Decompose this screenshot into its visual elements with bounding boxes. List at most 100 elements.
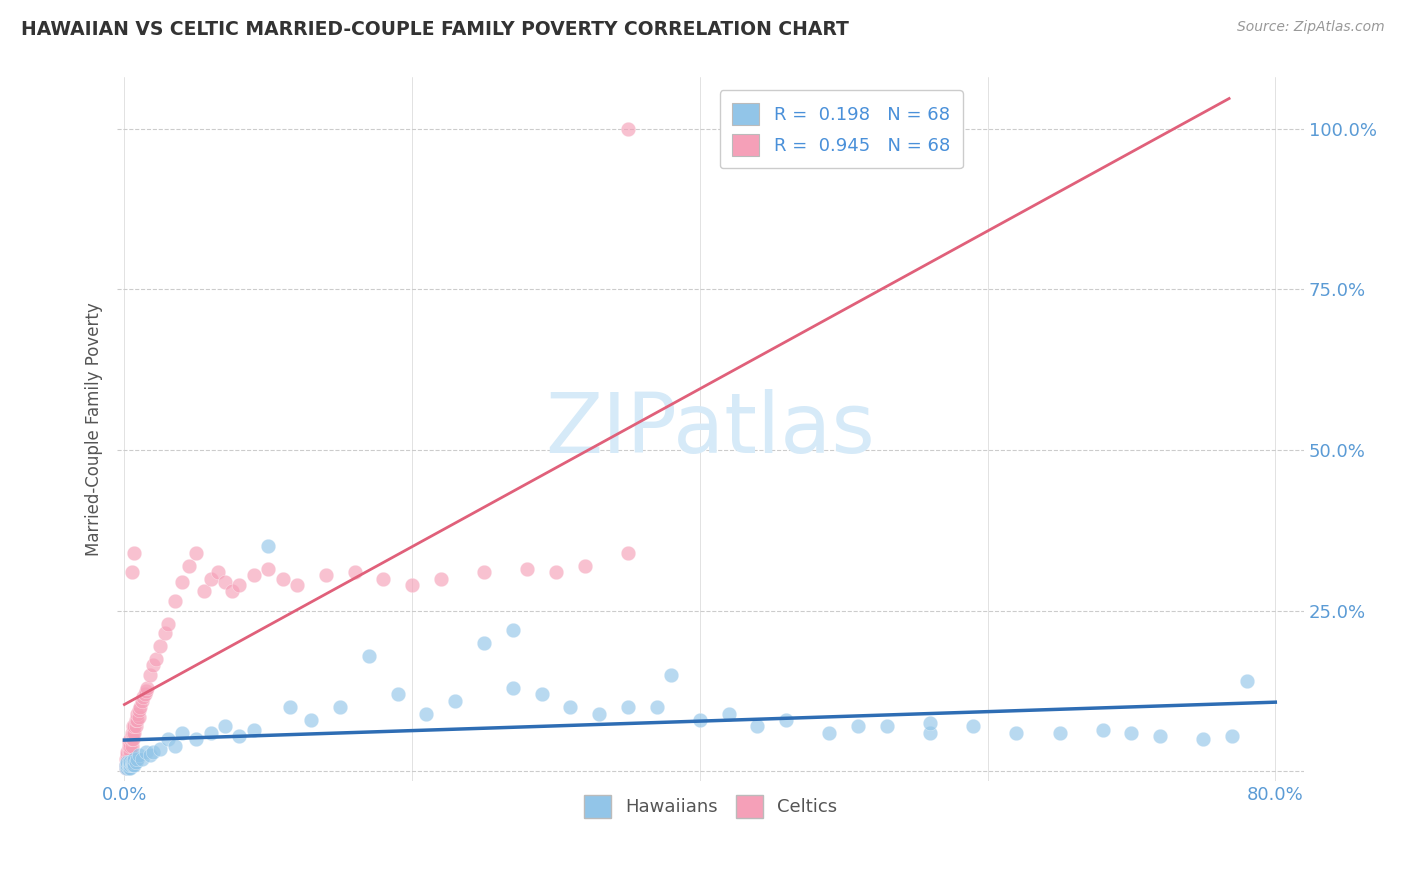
Point	[415, 706, 437, 721]
Point	[588, 706, 610, 721]
Point	[228, 578, 250, 592]
Point	[257, 540, 280, 554]
Point	[243, 568, 266, 582]
Point	[117, 761, 139, 775]
Point	[207, 565, 229, 579]
Text: Source: ZipAtlas.com: Source: ZipAtlas.com	[1237, 20, 1385, 34]
Point	[617, 700, 640, 714]
Point	[315, 568, 337, 582]
Point	[129, 700, 152, 714]
Text: HAWAIIAN VS CELTIC MARRIED-COUPLE FAMILY POVERTY CORRELATION CHART: HAWAIIAN VS CELTIC MARRIED-COUPLE FAMILY…	[21, 20, 849, 38]
Point	[1192, 732, 1215, 747]
Point	[918, 716, 941, 731]
Point	[118, 758, 141, 772]
Point	[818, 726, 841, 740]
Point	[775, 713, 797, 727]
Legend: Hawaiians, Celtics: Hawaiians, Celtics	[576, 789, 845, 825]
Point	[118, 735, 141, 749]
Point	[128, 703, 150, 717]
Point	[114, 751, 136, 765]
Point	[243, 723, 266, 737]
Point	[299, 713, 322, 727]
Point	[120, 758, 142, 772]
Point	[114, 761, 136, 775]
Point	[502, 681, 524, 695]
Point	[747, 719, 769, 733]
Point	[118, 742, 141, 756]
Point	[257, 562, 280, 576]
Point	[121, 726, 143, 740]
Point	[117, 748, 139, 763]
Point	[645, 700, 668, 714]
Point	[121, 755, 143, 769]
Point	[139, 668, 162, 682]
Point	[186, 546, 208, 560]
Point	[516, 562, 538, 576]
Point	[122, 758, 145, 772]
Text: ZIPatlas: ZIPatlas	[546, 389, 876, 470]
Point	[118, 755, 141, 769]
Point	[122, 732, 145, 747]
Point	[717, 706, 740, 721]
Point	[401, 578, 423, 592]
Point	[118, 751, 141, 765]
Point	[117, 745, 139, 759]
Point	[142, 745, 165, 759]
Point	[962, 719, 984, 733]
Point	[128, 710, 150, 724]
Point	[142, 658, 165, 673]
Point	[179, 558, 201, 573]
Point	[124, 546, 146, 560]
Point	[139, 748, 162, 763]
Point	[118, 748, 141, 763]
Point	[124, 719, 146, 733]
Point	[134, 687, 156, 701]
Point	[114, 758, 136, 772]
Point	[114, 758, 136, 772]
Point	[124, 751, 146, 765]
Point	[145, 652, 167, 666]
Point	[122, 726, 145, 740]
Point	[444, 694, 467, 708]
Point	[131, 694, 153, 708]
Point	[127, 713, 149, 727]
Point	[121, 732, 143, 747]
Point	[124, 726, 146, 740]
Point	[1236, 674, 1258, 689]
Point	[120, 745, 142, 759]
Point	[530, 687, 553, 701]
Point	[430, 572, 453, 586]
Point	[876, 719, 898, 733]
Point	[193, 584, 215, 599]
Y-axis label: Married-Couple Family Poverty: Married-Couple Family Poverty	[86, 302, 103, 556]
Point	[1091, 723, 1114, 737]
Point	[1121, 726, 1143, 740]
Point	[132, 690, 155, 705]
Point	[186, 732, 208, 747]
Point	[118, 761, 141, 775]
Point	[131, 751, 153, 765]
Point	[560, 700, 582, 714]
Point	[343, 565, 366, 579]
Point	[228, 729, 250, 743]
Point	[128, 748, 150, 763]
Point	[122, 755, 145, 769]
Point	[357, 648, 380, 663]
Point	[214, 719, 236, 733]
Point	[122, 719, 145, 733]
Point	[153, 626, 176, 640]
Point	[285, 578, 308, 592]
Point	[170, 574, 193, 589]
Point	[121, 565, 143, 579]
Point	[117, 758, 139, 772]
Point	[918, 726, 941, 740]
Point	[118, 739, 141, 753]
Point	[121, 739, 143, 753]
Point	[135, 684, 157, 698]
Point	[120, 732, 142, 747]
Point	[502, 623, 524, 637]
Point	[387, 687, 409, 701]
Point	[149, 742, 172, 756]
Point	[472, 636, 495, 650]
Point	[124, 758, 146, 772]
